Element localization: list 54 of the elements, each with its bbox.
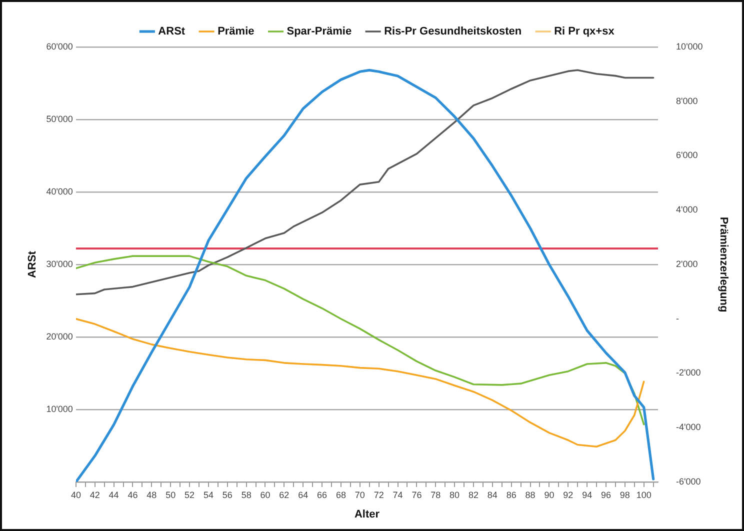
x-tick-label: 100 <box>636 490 652 500</box>
x-tick-label: 90 <box>544 490 554 500</box>
x-tick-label: 74 <box>392 490 403 500</box>
x-tick-label: 72 <box>374 490 384 500</box>
x-tick-label: 48 <box>146 490 157 500</box>
legend-label: ARSt <box>158 26 186 38</box>
x-tick-label: 70 <box>354 490 365 500</box>
legend-label: Ris-Pr Gesundheitskosten <box>384 26 522 38</box>
x-tick-label: 68 <box>336 490 346 500</box>
x-tick-label: 66 <box>317 490 328 500</box>
x-tick-label: 44 <box>108 490 119 500</box>
y2-tick-label: 8'000 <box>676 96 698 106</box>
y-axis-title: ARSt <box>26 250 39 278</box>
x-tick-label: 82 <box>468 490 478 500</box>
y-tick-label: 60'000 <box>46 41 73 52</box>
y-tick-label: 40'000 <box>46 186 73 196</box>
x-tick-label: 42 <box>90 490 100 500</box>
x-tick-label: 52 <box>184 490 195 500</box>
x-tick-label: 50 <box>166 490 176 500</box>
y-tick-label: 30'000 <box>46 258 73 269</box>
x-tick-label: 60 <box>260 490 270 500</box>
x-tick-label: 58 <box>241 490 252 500</box>
y-tick-label: 20'000 <box>46 331 73 342</box>
y2-tick-label: -4'000 <box>676 422 701 432</box>
y-tick-label: 10'000 <box>46 404 73 414</box>
x-tick-label: 92 <box>563 490 574 500</box>
legend-label: Prämie <box>218 26 254 38</box>
x-tick-label: 62 <box>279 490 290 500</box>
x-tick-label: 86 <box>506 490 516 500</box>
y2-tick-label: 2'000 <box>676 258 698 269</box>
x-tick-label: 64 <box>298 490 308 500</box>
x-axis-title: Alter <box>354 508 380 520</box>
x-tick-label: 98 <box>620 490 630 500</box>
x-tick-label: 46 <box>128 490 138 500</box>
y2-tick-label: -6'000 <box>676 476 701 486</box>
y-tick-label: 50'000 <box>46 114 73 124</box>
x-tick-label: 80 <box>450 490 460 500</box>
x-tick-label: 96 <box>600 490 612 500</box>
y2-tick-label: -2'000 <box>676 368 701 378</box>
x-tick-label: 94 <box>582 490 592 500</box>
y2-tick-label: - <box>676 313 680 324</box>
x-tick-label: 84 <box>487 490 498 500</box>
legend-label: Spar-Prämie <box>286 26 352 38</box>
y2-tick-label: 10'000 <box>676 41 703 52</box>
y2-tick-label: 6'000 <box>676 150 698 160</box>
y2-tick-label: 4'000 <box>676 204 698 215</box>
x-tick-label: 88 <box>525 490 536 500</box>
x-tick-label: 54 <box>203 490 214 500</box>
legend-label: Ri Pr qx+sx <box>554 26 616 38</box>
x-tick-label: 76 <box>412 490 422 500</box>
x-tick-label: 56 <box>222 490 232 500</box>
y2-axis-title: Prämienzerlegung <box>717 216 730 312</box>
x-tick-label: 78 <box>430 490 441 500</box>
x-tick-label: 40 <box>70 490 81 500</box>
